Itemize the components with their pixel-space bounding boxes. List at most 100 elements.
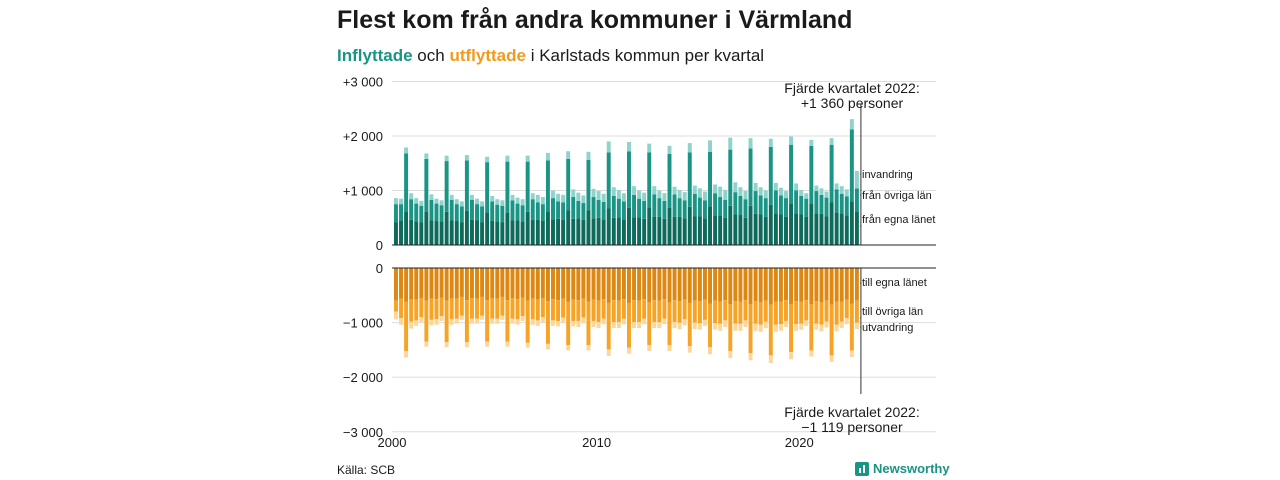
bar-out-other-county	[728, 304, 733, 351]
bar-out-abroad	[596, 322, 601, 329]
bar-in-other-county	[819, 194, 824, 214]
bar-in-abroad	[505, 155, 510, 162]
y-tick-label-bottom: −1 000	[343, 316, 383, 331]
bar-out-county	[414, 268, 419, 300]
bar-in-county	[556, 218, 561, 245]
bar-in-other-county	[490, 201, 495, 222]
bar-in-abroad	[444, 155, 449, 162]
bar-out-county	[642, 268, 647, 300]
y-tick-label-top: +2 000	[343, 129, 383, 144]
bar-out-abroad	[571, 320, 576, 327]
bar-in-abroad	[429, 194, 434, 200]
bar-in-county	[510, 220, 515, 245]
y-tick-label-bottom: −3 000	[343, 425, 383, 440]
bar-in-abroad	[469, 194, 474, 200]
bar-out-abroad	[632, 322, 637, 329]
bar-out-county	[586, 268, 591, 302]
bar-in-abroad	[773, 182, 778, 191]
bar-in-abroad	[591, 188, 596, 198]
bar-in-other-county	[642, 200, 647, 219]
bar-in-other-county	[591, 197, 596, 219]
bar-out-county	[672, 268, 677, 301]
bar-out-other-county	[647, 302, 652, 345]
series-label: till övriga län	[862, 306, 923, 318]
bar-out-abroad	[586, 344, 591, 351]
bar-out-other-county	[515, 299, 520, 320]
bar-in-county	[667, 207, 672, 245]
bar-in-county	[799, 214, 804, 245]
bar-out-abroad	[642, 318, 647, 325]
bar-in-other-county	[667, 153, 672, 208]
series-label: utvandring	[862, 322, 913, 334]
bar-in-county	[459, 222, 464, 245]
bar-out-county	[449, 268, 454, 299]
bar-in-county	[490, 221, 495, 245]
annotation-top-line-2: +1 360 personer	[801, 95, 904, 111]
bar-in-abroad	[743, 191, 748, 200]
bar-out-abroad	[829, 355, 834, 362]
bar-in-county	[419, 222, 424, 245]
bar-out-other-county	[672, 300, 677, 323]
bar-in-county	[495, 221, 500, 245]
bar-in-abroad	[535, 194, 540, 203]
bar-in-other-county	[844, 196, 849, 216]
bar-in-other-county	[621, 201, 626, 220]
bar-in-county	[723, 217, 728, 245]
bar-out-county	[632, 268, 637, 301]
bar-out-county	[606, 268, 611, 303]
bar-out-other-county	[627, 302, 631, 348]
bar-out-other-county	[429, 298, 434, 320]
bar-in-other-county	[561, 202, 566, 220]
bar-out-other-county	[829, 304, 834, 356]
bar-in-abroad	[844, 189, 849, 197]
annotation-bottom-line-2: −1 119 personer	[801, 419, 903, 435]
bar-out-county	[566, 268, 571, 302]
bar-out-county	[804, 268, 809, 301]
bar-out-other-county	[469, 298, 474, 319]
bar-out-county	[728, 268, 733, 305]
bar-out-other-county	[753, 301, 758, 324]
bar-in-other-county	[652, 194, 657, 217]
bar-in-other-county	[505, 161, 510, 213]
bar-out-county	[611, 268, 616, 301]
bar-out-other-county	[449, 298, 454, 320]
bar-in-abroad	[677, 189, 682, 199]
source-label: Källa: SCB	[337, 463, 396, 477]
bar-out-abroad	[535, 320, 540, 326]
bar-in-abroad	[738, 187, 743, 196]
bar-in-other-county	[662, 200, 667, 219]
bar-in-county	[561, 219, 566, 245]
bar-in-abroad	[409, 193, 414, 200]
bar-out-abroad	[616, 322, 621, 329]
bar-out-county	[520, 268, 525, 298]
bar-out-county	[702, 268, 707, 300]
bar-in-county	[702, 218, 707, 245]
bar-out-abroad	[718, 323, 723, 331]
bar-in-abroad	[784, 191, 788, 199]
bar-out-abroad	[525, 342, 530, 348]
bar-out-county	[556, 268, 561, 301]
bar-in-county	[794, 213, 799, 245]
bar-in-county	[778, 214, 783, 245]
brand-logo: Newsworthy	[855, 461, 950, 476]
bar-out-county	[768, 268, 773, 305]
bar-out-county	[854, 268, 859, 301]
bar-out-other-county	[495, 298, 500, 319]
bar-in-county	[586, 210, 591, 245]
bar-out-abroad	[824, 321, 829, 328]
bar-out-abroad	[637, 322, 642, 329]
bar-out-other-county	[520, 297, 525, 317]
bar-out-other-county	[677, 301, 682, 323]
bar-in-other-county	[713, 193, 718, 216]
bar-in-county	[682, 218, 687, 245]
bar-in-abroad	[576, 192, 581, 201]
bar-out-county	[763, 268, 768, 301]
bar-out-other-county	[849, 303, 854, 351]
bar-in-other-county	[409, 199, 414, 220]
bar-out-county	[784, 268, 788, 301]
bar-out-abroad	[753, 323, 758, 331]
bar-out-abroad	[459, 315, 464, 320]
bar-in-abroad	[768, 138, 773, 147]
bar-out-county	[505, 268, 510, 301]
bar-in-abroad	[490, 195, 495, 202]
